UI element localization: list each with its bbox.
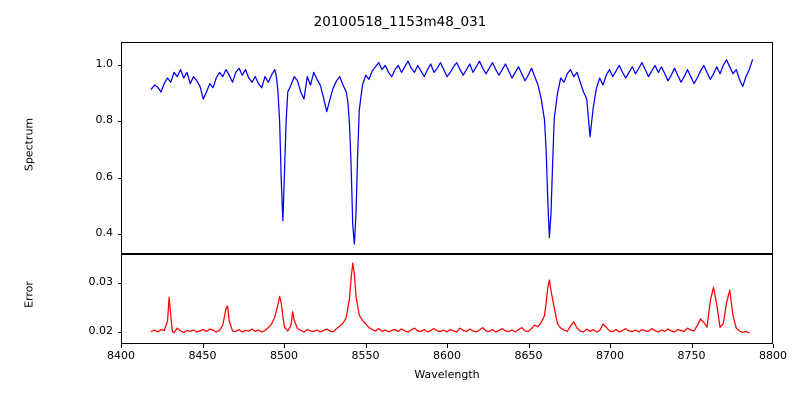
error-plot-panel bbox=[121, 254, 773, 344]
spectrum-y-tick-mark bbox=[117, 234, 121, 236]
x-tick-mark bbox=[202, 344, 204, 348]
error-y-tick-label: 0.03 bbox=[88, 274, 114, 288]
figure-title: 20100518_1153m48_031 bbox=[313, 14, 487, 30]
error-line-series bbox=[122, 255, 772, 343]
spectrum-y-tick-label: 0.8 bbox=[95, 113, 114, 127]
x-tick-label: 8400 bbox=[107, 349, 135, 362]
error-y-axis-label: Error bbox=[22, 281, 36, 308]
x-tick-label: 8500 bbox=[270, 349, 298, 362]
spectrum-y-tick-label: 0.4 bbox=[95, 226, 114, 240]
x-tick-mark bbox=[284, 344, 285, 348]
x-tick-label: 8750 bbox=[677, 349, 706, 362]
x-tick-mark bbox=[610, 344, 611, 348]
spectrum-y-axis-label: Spectrum bbox=[22, 117, 36, 172]
x-tick-mark bbox=[691, 344, 693, 348]
x-tick-label: 8450 bbox=[188, 349, 217, 362]
x-tick-mark bbox=[121, 344, 122, 348]
spectrum-y-tick-label: 1.0 bbox=[95, 56, 114, 70]
x-tick-mark bbox=[447, 344, 448, 348]
spectrum-line-series bbox=[122, 43, 772, 253]
spectrum-y-tick-mark bbox=[117, 64, 121, 66]
error-y-tick-mark bbox=[117, 331, 121, 333]
x-tick-label: 8700 bbox=[596, 349, 624, 362]
x-tick-mark bbox=[365, 344, 367, 348]
error-y-tick-label: 0.02 bbox=[88, 323, 114, 337]
error-y-tick-mark bbox=[117, 282, 121, 284]
spectrum-plot-panel bbox=[121, 42, 773, 254]
x-axis-label: Wavelength bbox=[414, 368, 480, 381]
spectrum-y-tick-mark bbox=[117, 177, 121, 179]
x-tick-label: 8650 bbox=[514, 349, 543, 362]
x-tick-mark bbox=[528, 344, 530, 348]
x-tick-label: 8800 bbox=[759, 349, 787, 362]
x-tick-label: 8550 bbox=[351, 349, 380, 362]
x-tick-mark bbox=[773, 344, 774, 348]
spectrum-y-tick-mark bbox=[117, 121, 121, 123]
x-tick-label: 8600 bbox=[433, 349, 461, 362]
spectrum-y-tick-label: 0.6 bbox=[95, 169, 114, 183]
